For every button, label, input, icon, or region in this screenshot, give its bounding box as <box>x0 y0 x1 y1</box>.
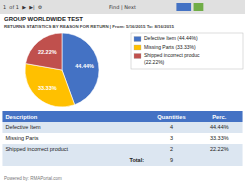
data-label: 44.44% <box>75 63 94 69</box>
table-text: 33.33% <box>210 135 229 141</box>
toolbar-icon <box>194 3 204 11</box>
table-cell <box>196 144 243 155</box>
table-cell <box>196 122 243 133</box>
legend-swatch <box>134 45 141 50</box>
table-cell <box>196 133 243 144</box>
chart: 1 of 1 ▶ ▶| ⚙ Find | Next GROUP WORLDWIDE … <box>0 0 245 183</box>
legend-item: Shipped incorrect produc(22.22%) <box>134 52 200 65</box>
table-header-cell <box>147 111 196 122</box>
legend: Defective Item (44.44%) Missing Parts (33… <box>131 33 243 69</box>
data-labels: 44.44% 33.33% 22.22% <box>38 49 94 90</box>
toolbar <box>0 0 245 14</box>
table-cell <box>2 144 147 155</box>
subtitle: RETURNS STATISTICS BY REASON FOR RETURN … <box>4 24 175 29</box>
table-header-text: Description <box>5 114 37 120</box>
toolbar-text: 1 of 1 ▶ ▶| ⚙ <box>3 4 43 11</box>
data-label: 33.33% <box>38 84 57 90</box>
legend-label: Missing Parts (33.33%) <box>144 44 196 50</box>
table-total-row <box>2 155 242 166</box>
table-header-cell <box>196 111 243 122</box>
legend-label: Shipped incorrect produc(22.22%) <box>144 52 200 65</box>
table-total-label: Total: <box>129 157 144 163</box>
table-cell <box>147 122 196 133</box>
table-text: 3 <box>170 135 173 141</box>
table-text: 22.22% <box>210 146 229 152</box>
legend-item: Defective Item (44.44%) <box>134 35 198 41</box>
toolbar-icon <box>176 3 191 11</box>
legend-swatch <box>134 54 141 59</box>
table-text: Shipped incorrect product <box>5 146 68 152</box>
table: Description Quantities Perc. Defective Item… <box>2 111 242 166</box>
table-text: Missing Parts <box>5 135 38 141</box>
title: GROUP WORLDWIDE TEST <box>4 16 83 22</box>
table-text: Defective Item <box>5 124 41 130</box>
pie <box>25 33 99 107</box>
legend-label: Defective Item (44.44%) <box>144 35 198 41</box>
toolbar-text: Find | Next <box>109 4 136 11</box>
table-cell <box>2 122 147 133</box>
pie-slice <box>25 64 75 107</box>
table-header-text: Perc. <box>212 114 227 120</box>
table-text: 2 <box>170 146 173 152</box>
table-cell <box>147 133 196 144</box>
data-label: 22.22% <box>38 49 57 55</box>
legend-item: Missing Parts (33.33%) <box>134 44 196 50</box>
table-text: 4 <box>170 124 173 130</box>
table-header-text: Quantities <box>157 114 185 120</box>
legend-frame <box>131 33 243 69</box>
legend-swatch <box>134 37 141 42</box>
footer: Powered by: RMAPortal.com <box>4 176 62 181</box>
table-cell <box>2 133 147 144</box>
table-text: 44.44% <box>210 124 229 130</box>
table-header-cell <box>2 111 147 122</box>
table-total-qty: 9 <box>170 157 173 163</box>
table-cell <box>147 144 196 155</box>
pie-slice <box>26 33 62 70</box>
